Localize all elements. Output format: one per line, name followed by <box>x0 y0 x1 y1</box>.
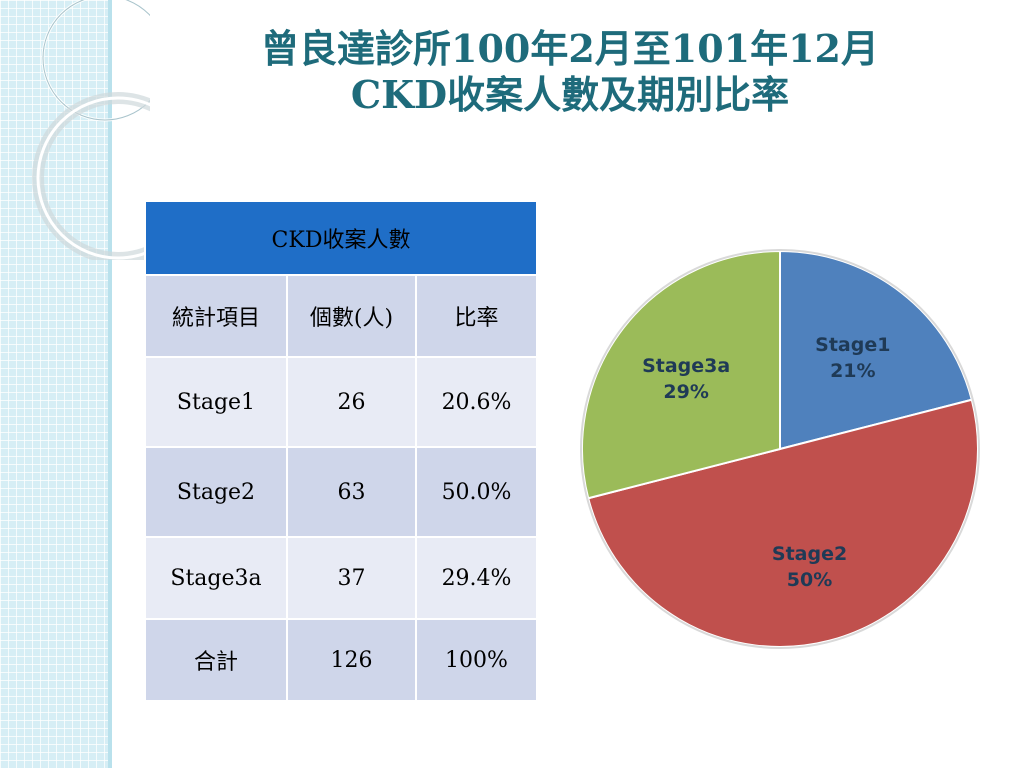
title-line-2: CKD收案人數及期別比率 <box>350 72 790 117</box>
pie-slice-stage2 <box>587 398 979 648</box>
pie-label-value: 50% <box>787 569 832 591</box>
pie-label-value: 21% <box>830 360 875 382</box>
table-header: CKD收案人數 <box>143 200 539 276</box>
pie-label-category: Stage2 <box>772 543 847 565</box>
pie-slice-stage3a <box>581 249 781 500</box>
pie-label-category: Stage1 <box>815 334 890 356</box>
pie-chart: Stage1 21% Stage2 50% Stage3a 29% <box>580 249 980 649</box>
decorative-rings <box>32 0 150 260</box>
cell-total-item: 合計 <box>144 618 288 702</box>
title-line-1: 曾良達診所100年2月至101年12月 <box>261 26 879 71</box>
pie-slice-stage1 <box>779 249 973 451</box>
cell-count: 63 <box>286 446 417 538</box>
table-row: Stage2 63 50.0% <box>144 446 539 538</box>
table-row-total: 合計 126 100% <box>144 618 539 702</box>
cell-total-count: 126 <box>286 618 417 702</box>
table-row: Stage3a 37 29.4% <box>144 536 539 620</box>
column-header-ratio: 比率 <box>414 274 539 358</box>
column-header-count: 個數(人) <box>286 274 417 358</box>
pie-label-value: 29% <box>663 381 708 403</box>
column-header-item: 統計項目 <box>144 274 288 358</box>
cell-ratio: 29.4% <box>414 536 539 620</box>
cell-item: Stage2 <box>144 446 288 538</box>
cell-total-ratio: 100% <box>414 618 539 702</box>
slide-title: 曾良達診所100年2月至101年12月 CKD收案人數及期別比率 <box>130 26 1010 118</box>
ckd-table: CKD收案人數 統計項目 個數(人) 比率 Stage1 26 20.6% St… <box>143 200 539 702</box>
pie-outline <box>580 249 980 649</box>
cell-item: Stage1 <box>144 356 288 448</box>
pie-label-category: Stage3a <box>642 355 730 377</box>
cell-count: 26 <box>286 356 417 448</box>
cell-count: 37 <box>286 536 417 620</box>
cell-ratio: 50.0% <box>414 446 539 538</box>
cell-ratio: 20.6% <box>414 356 539 448</box>
cell-item: Stage3a <box>144 536 288 620</box>
table-row: Stage1 26 20.6% <box>144 356 539 448</box>
